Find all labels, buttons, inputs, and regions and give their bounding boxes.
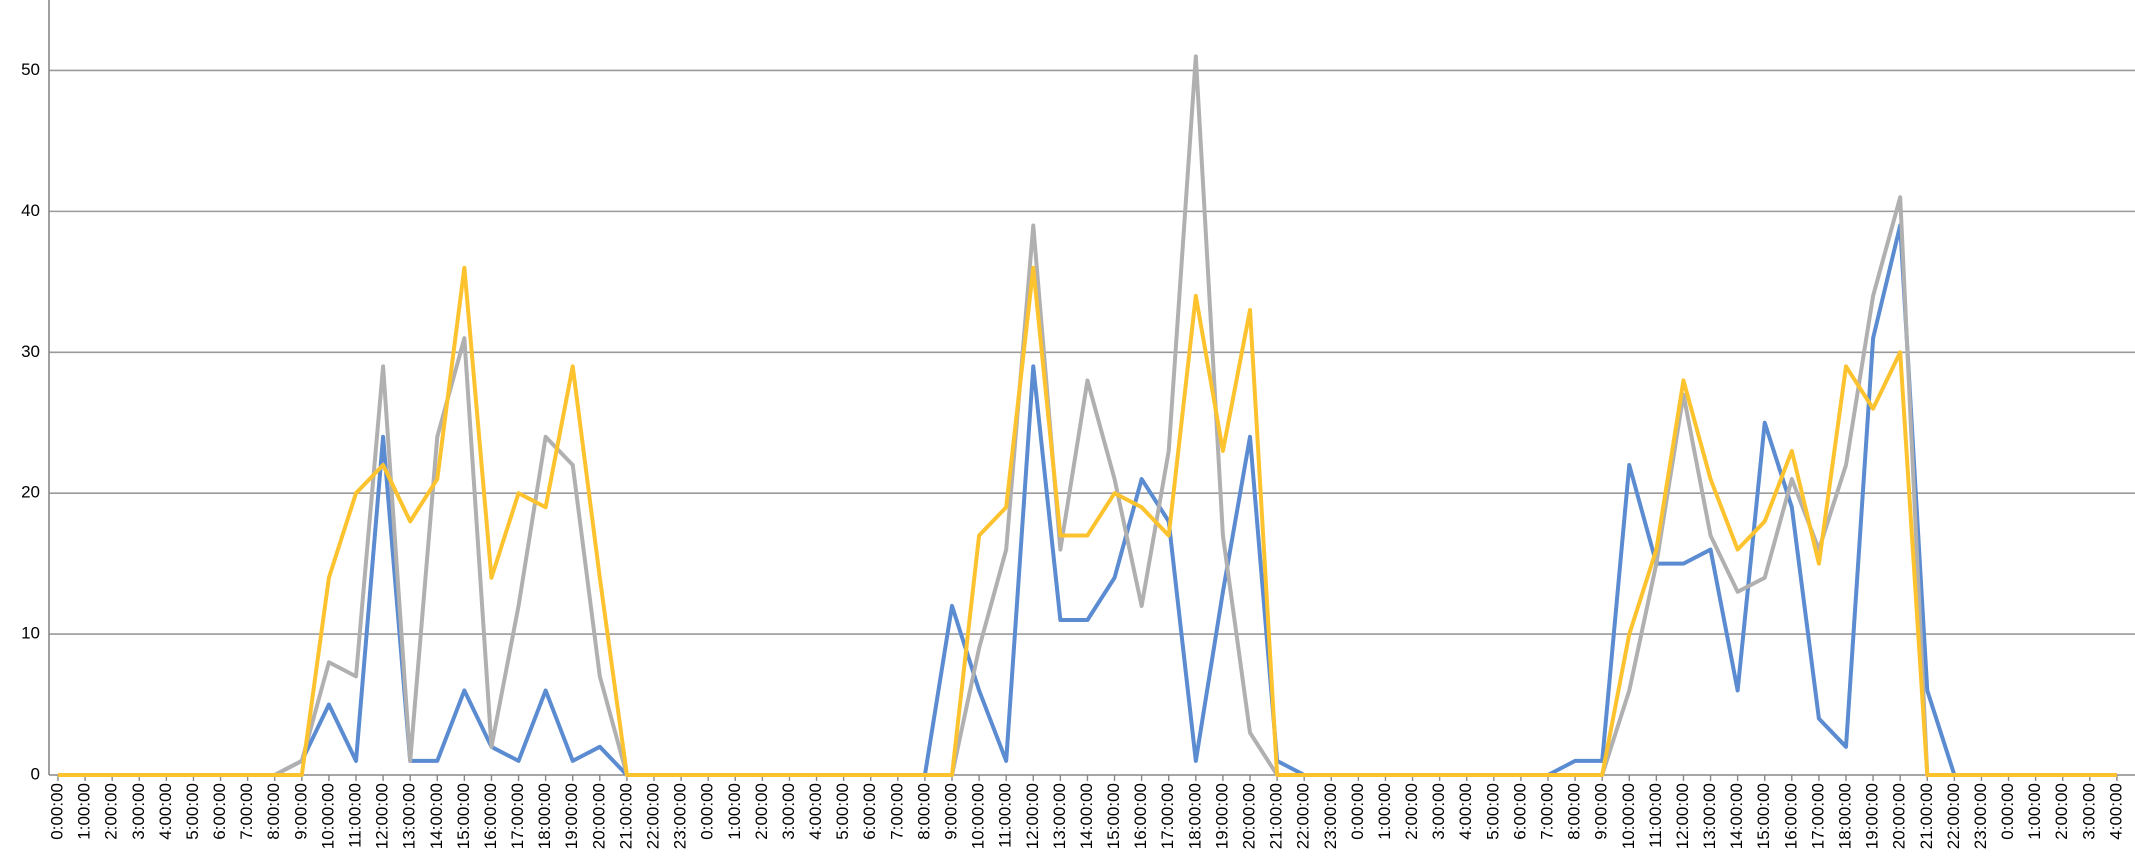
x-tick-label: 17:00:00 xyxy=(1808,783,1827,849)
x-tick-label: 5:00:00 xyxy=(1483,783,1502,840)
y-tick-label: 50 xyxy=(21,60,40,79)
x-tick-label: 15:00:00 xyxy=(1754,783,1773,849)
x-tick-label: 4:00:00 xyxy=(1456,783,1475,840)
x-tick-label: 14:00:00 xyxy=(427,783,446,849)
x-tick-label: 23:00:00 xyxy=(671,783,690,849)
x-tick-label: 8:00:00 xyxy=(914,783,933,840)
x-tick-label: 23:00:00 xyxy=(1971,783,1990,849)
x-tick-label: 0:00:00 xyxy=(698,783,717,840)
x-tick-label: 11:00:00 xyxy=(1646,783,1665,848)
x-tick-label: 2:00:00 xyxy=(2052,783,2071,840)
x-tick-label: 12:00:00 xyxy=(373,783,392,849)
x-tick-label: 15:00:00 xyxy=(454,783,473,849)
x-tick-label: 2:00:00 xyxy=(102,783,121,840)
x-tick-label: 14:00:00 xyxy=(1077,783,1096,849)
x-tick-label: 8:00:00 xyxy=(1565,783,1584,840)
x-tick-label: 6:00:00 xyxy=(210,783,229,840)
x-tick-label: 3:00:00 xyxy=(779,783,798,840)
x-tick-label: 15:00:00 xyxy=(1104,783,1123,849)
series-line xyxy=(58,223,2117,777)
x-tick-label: 4:00:00 xyxy=(806,783,825,840)
series-line xyxy=(58,54,2117,777)
x-tick-label: 16:00:00 xyxy=(481,783,500,849)
x-tick-label: 1:00:00 xyxy=(75,783,94,840)
x-tick-label: 11:00:00 xyxy=(996,783,1015,848)
x-tick-label: 18:00:00 xyxy=(1185,783,1204,849)
x-tick-label: 20:00:00 xyxy=(1239,783,1258,849)
x-tick-label: 16:00:00 xyxy=(1781,783,1800,849)
x-tick-label: 4:00:00 xyxy=(2106,783,2125,840)
x-tick-label: 1:00:00 xyxy=(2025,783,2044,840)
x-tick-label: 4:00:00 xyxy=(156,783,175,840)
x-tick-label: 3:00:00 xyxy=(2079,783,2098,840)
x-tick-label: 0:00:00 xyxy=(1998,783,2017,840)
x-tick-label: 21:00:00 xyxy=(616,783,635,849)
x-tick-label: 10:00:00 xyxy=(1619,783,1638,849)
x-tick-label: 2:00:00 xyxy=(752,783,771,840)
x-tick-label: 9:00:00 xyxy=(291,783,310,840)
x-tick-label: 7:00:00 xyxy=(887,783,906,840)
x-tick-label: 19:00:00 xyxy=(562,783,581,849)
x-tick-label: 14:00:00 xyxy=(1727,783,1746,849)
x-tick-label: 6:00:00 xyxy=(860,783,879,840)
x-tick-label: 6:00:00 xyxy=(1510,783,1529,840)
x-tick-label: 21:00:00 xyxy=(1917,783,1936,849)
x-tick-label: 10:00:00 xyxy=(318,783,337,849)
x-tick-label: 9:00:00 xyxy=(1592,783,1611,840)
x-tick-label: 12:00:00 xyxy=(1673,783,1692,849)
x-tick-label: 17:00:00 xyxy=(508,783,527,849)
x-tick-label: 0:00:00 xyxy=(47,783,66,840)
x-tick-label: 22:00:00 xyxy=(1944,783,1963,849)
x-tick-label: 13:00:00 xyxy=(400,783,419,849)
x-tick-label: 2:00:00 xyxy=(1402,783,1421,840)
x-tick-label: 3:00:00 xyxy=(129,783,148,840)
x-tick-label: 1:00:00 xyxy=(725,783,744,840)
y-tick-label: 10 xyxy=(21,624,40,643)
y-tick-label: 0 xyxy=(31,764,40,783)
y-tick-label: 30 xyxy=(21,342,40,361)
x-tick-label: 0:00:00 xyxy=(1348,783,1367,840)
x-tick-label: 12:00:00 xyxy=(1023,783,1042,849)
y-tick-label: 40 xyxy=(21,201,40,220)
x-tick-label: 3:00:00 xyxy=(1429,783,1448,840)
x-tick-label: 16:00:00 xyxy=(1131,783,1150,849)
x-tick-label: 19:00:00 xyxy=(1863,783,1882,849)
x-tick-label: 20:00:00 xyxy=(589,783,608,849)
x-tick-label: 5:00:00 xyxy=(183,783,202,840)
x-tick-label: 7:00:00 xyxy=(237,783,256,840)
x-tick-label: 7:00:00 xyxy=(1537,783,1556,840)
x-tick-label: 13:00:00 xyxy=(1700,783,1719,849)
x-tick-label: 13:00:00 xyxy=(1050,783,1069,849)
y-tick-label: 20 xyxy=(21,483,40,502)
x-tick-label: 8:00:00 xyxy=(264,783,283,840)
x-tick-label: 11:00:00 xyxy=(345,783,364,848)
x-tick-label: 18:00:00 xyxy=(1835,783,1854,849)
x-tick-label: 20:00:00 xyxy=(1890,783,1909,849)
x-tick-label: 17:00:00 xyxy=(1158,783,1177,849)
x-tick-label: 5:00:00 xyxy=(833,783,852,840)
x-tick-label: 19:00:00 xyxy=(1212,783,1231,849)
x-tick-label: 22:00:00 xyxy=(643,783,662,849)
x-tick-label: 9:00:00 xyxy=(941,783,960,840)
x-tick-label: 22:00:00 xyxy=(1294,783,1313,849)
series-line xyxy=(58,265,2117,777)
x-tick-label: 10:00:00 xyxy=(969,783,988,849)
x-tick-label: 23:00:00 xyxy=(1321,783,1340,849)
x-tick-label: 18:00:00 xyxy=(535,783,554,849)
x-tick-label: 1:00:00 xyxy=(1375,783,1394,840)
x-tick-label: 21:00:00 xyxy=(1267,783,1286,849)
